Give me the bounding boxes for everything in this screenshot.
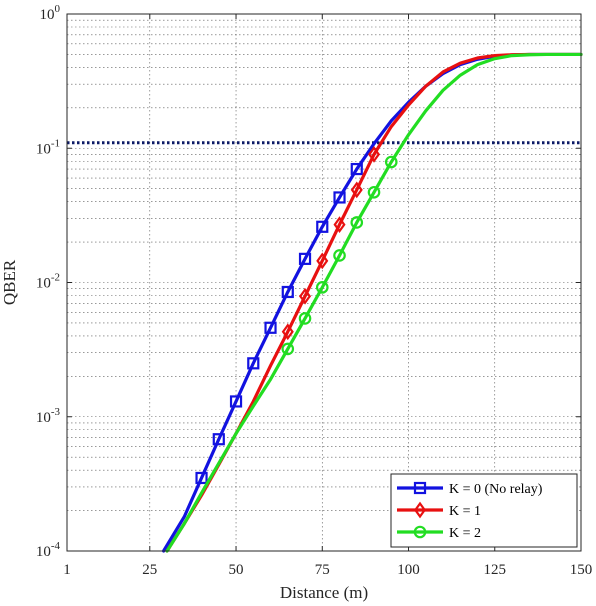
x-tick-label: 50 <box>229 562 244 578</box>
series-marker-0 <box>195 471 208 485</box>
legend-item-2: K = 2 <box>397 525 481 541</box>
series-marker-0 <box>350 162 363 176</box>
series-2 <box>165 52 583 553</box>
legend-swatch-marker <box>413 501 427 519</box>
series-marker-1 <box>367 146 381 163</box>
series-marker-2 <box>384 155 398 169</box>
series-line-2 <box>165 52 583 553</box>
series-marker-0 <box>229 395 243 408</box>
series-marker-1 <box>350 181 363 199</box>
legend-swatch-marker <box>413 525 427 539</box>
series-marker-0 <box>264 321 277 334</box>
series-marker-2 <box>281 342 295 356</box>
series-marker-2 <box>298 312 312 325</box>
y-axis-title: QBER <box>0 259 19 305</box>
series-marker-1 <box>281 323 294 341</box>
series-marker-0 <box>281 285 294 299</box>
y-tick-label: 10-2 <box>36 272 60 292</box>
series-marker-2 <box>350 216 364 229</box>
y-tick-label: 10-4 <box>36 540 61 560</box>
legend: K = 0 (No relay) K = 1 K = 2 <box>390 473 578 548</box>
y-tick-label: 10-1 <box>36 137 60 157</box>
series-marker-0 <box>298 252 312 265</box>
series-marker-0 <box>316 220 329 233</box>
y-tick-label: 10-3 <box>36 406 61 426</box>
x-tick-label: 25 <box>142 562 157 578</box>
x-tick-label: 125 <box>484 562 507 578</box>
legend-label: K = 1 <box>449 504 481 519</box>
series-marker-0 <box>333 191 346 204</box>
legend-label: K = 2 <box>449 526 481 541</box>
series-marker-1 <box>333 216 346 233</box>
x-tick-label: 1 <box>63 562 71 578</box>
x-axis-title: Distance (m) <box>280 583 368 602</box>
x-tick-label: 150 <box>570 562 593 578</box>
x-tick-label: 100 <box>397 562 420 578</box>
legend-label: K = 0 (No relay) <box>449 482 543 497</box>
series-marker-1 <box>298 287 312 305</box>
series-marker-2 <box>367 185 381 199</box>
y-axis: 10-4 10-3 10-2 10-1 100 <box>36 3 581 560</box>
x-axis: 1 25 50 75 100 125 150 <box>63 14 592 578</box>
series-marker-2 <box>333 249 346 262</box>
legend-swatch-marker <box>413 481 427 495</box>
series-marker-1 <box>316 252 329 270</box>
y-tick-label: 100 <box>40 3 61 23</box>
series-group <box>161 52 583 553</box>
series-marker-2 <box>315 281 329 294</box>
series-marker-0 <box>212 433 225 446</box>
x-tick-label: 75 <box>315 562 330 578</box>
legend-item-0: K = 0 (No relay) <box>397 481 543 497</box>
legend-item-1: K = 1 <box>397 501 481 519</box>
series-marker-0 <box>247 357 260 370</box>
